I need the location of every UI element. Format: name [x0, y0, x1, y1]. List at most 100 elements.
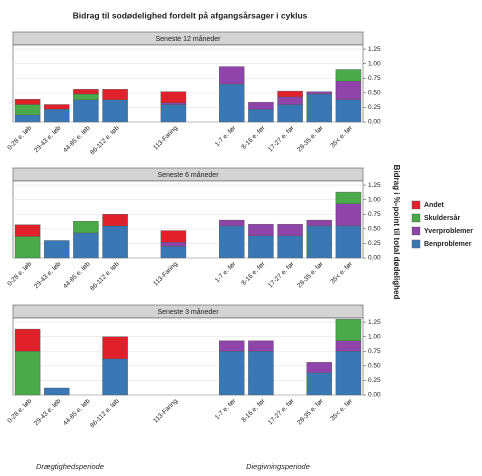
bar-segment	[14, 224, 41, 237]
legend-label: Skuldersår	[424, 214, 460, 222]
x-tick-label: 8-16 e. før	[240, 124, 267, 151]
y-tick-label: 0.00	[368, 119, 381, 126]
bar-segment	[219, 351, 245, 396]
group-label: Diegivningsperiode	[246, 462, 310, 471]
x-tick-label: 44-85 e. løb	[62, 260, 92, 290]
x-tick-label: 29-43 e. løb	[33, 397, 63, 427]
panel-title: Seneste 3 måneder	[157, 308, 219, 316]
bar-segment	[306, 372, 332, 396]
bar-segment	[44, 108, 70, 123]
bar-segment	[335, 351, 362, 396]
bar-segment	[73, 93, 99, 101]
y-tick-label: 0.25	[368, 240, 381, 247]
x-tick-label: 35< e. før	[329, 260, 354, 285]
bar-segment	[102, 99, 128, 123]
y-tick-label: 0.25	[368, 377, 381, 384]
bar-segment	[335, 99, 362, 123]
x-tick-label: 17-27 e. før	[267, 124, 296, 153]
y-tick-label: 0.75	[368, 348, 381, 355]
bar-segment	[335, 80, 362, 101]
legend-label: Yverproblemer	[424, 228, 473, 235]
x-tick-label: 113-Faring	[152, 124, 179, 151]
bar-segment	[306, 362, 332, 374]
panel-title: Seneste 6 måneder	[157, 171, 219, 179]
bar-segment	[14, 351, 41, 396]
x-tick-label: 17-27 e. før	[267, 260, 296, 289]
x-tick-label: 8-16 e. før	[240, 260, 267, 287]
y-tick-label: 1.25	[368, 182, 381, 189]
y-tick-label: 0.50	[368, 226, 381, 233]
bar-segment	[335, 203, 362, 227]
y-tick-label: 0.50	[368, 363, 381, 370]
bar-segment	[306, 93, 332, 123]
x-tick-label: 0-28 e. løb	[6, 397, 33, 424]
bar-segment	[335, 191, 362, 204]
bar-segment	[248, 235, 274, 259]
bar-segment	[14, 99, 41, 105]
y-tick-label: 0.75	[368, 75, 381, 82]
bar-segment	[335, 340, 362, 352]
x-tick-label: 1-7 e. før	[214, 260, 238, 284]
bar-segment	[248, 101, 274, 110]
x-tick-label: 17-27 e. før	[267, 397, 296, 426]
y-tick-label: 1.00	[368, 60, 381, 67]
y-tick-label: 1.00	[368, 196, 381, 203]
x-tick-label: 8-16 e. før	[240, 397, 267, 424]
y-tick-label: 0.00	[368, 392, 381, 399]
bar-segment	[160, 91, 187, 103]
y-tick-label: 1.00	[368, 333, 381, 340]
y-tick-label: 0.25	[368, 104, 381, 111]
bar-segment	[14, 114, 41, 123]
bar-segment	[73, 232, 99, 259]
bar-segment	[335, 69, 362, 82]
bar-segment	[219, 83, 245, 123]
x-tick-label: 35< e. før	[329, 397, 354, 422]
y-tick-label: 1.25	[368, 46, 381, 53]
bar-segment	[73, 99, 99, 123]
plot-frame	[12, 317, 364, 396]
y-axis-label: Bidrag i %-point til total dødelighed	[392, 165, 401, 300]
x-tick-label: 0-28 e. løb	[6, 260, 33, 287]
x-tick-label: 29-43 e. løb	[33, 260, 63, 290]
bar-segment	[160, 242, 187, 247]
x-tick-label: 113-Faring	[152, 397, 179, 424]
x-tick-label: 29-43 e. løb	[33, 124, 63, 154]
legend-swatch	[411, 213, 421, 223]
bar-segment	[277, 104, 303, 123]
plot-frame	[12, 44, 364, 123]
bar-segment	[335, 225, 362, 259]
chart-title: Bidrag til sodødelighed fordelt på afgan…	[73, 10, 308, 20]
legend-swatch	[411, 226, 421, 236]
legend-label: Benproblemer	[424, 241, 472, 248]
x-tick-label: 35< e. før	[329, 124, 354, 149]
bar-segment	[14, 328, 41, 352]
x-tick-label: 86-112 e. løb	[89, 260, 121, 292]
x-tick-label: 1-7 e. før	[214, 397, 238, 421]
bar-segment	[44, 387, 70, 396]
x-tick-label: 86-112 e. løb	[89, 124, 121, 156]
bar-segment	[160, 230, 187, 243]
panel-title: Seneste 12 måneder	[156, 35, 222, 43]
x-tick-label: 0-28 e. løb	[6, 124, 33, 151]
x-tick-label: 28-35 e. før	[296, 124, 325, 153]
bar-segment	[335, 318, 362, 341]
bar-segment	[277, 223, 303, 237]
bar-segment	[160, 104, 187, 123]
bar-segment	[102, 214, 128, 227]
legend-swatch	[411, 239, 421, 249]
bar-segment	[219, 340, 245, 352]
y-tick-label: 0.75	[368, 211, 381, 218]
x-tick-label: 28-35 e. før	[296, 260, 325, 289]
bar-segment	[44, 104, 70, 110]
bar-segment	[73, 221, 99, 234]
x-tick-label: 28-35 e. før	[296, 397, 325, 426]
bar-segment	[44, 240, 70, 259]
x-tick-label: 44-85 e. løb	[62, 124, 92, 154]
bar-segment	[160, 102, 187, 105]
bar-segment	[306, 91, 332, 95]
bar-segment	[248, 223, 274, 237]
y-tick-label: 0.50	[368, 90, 381, 97]
legend-label: Andet	[424, 202, 445, 209]
bar-segment	[102, 336, 128, 360]
